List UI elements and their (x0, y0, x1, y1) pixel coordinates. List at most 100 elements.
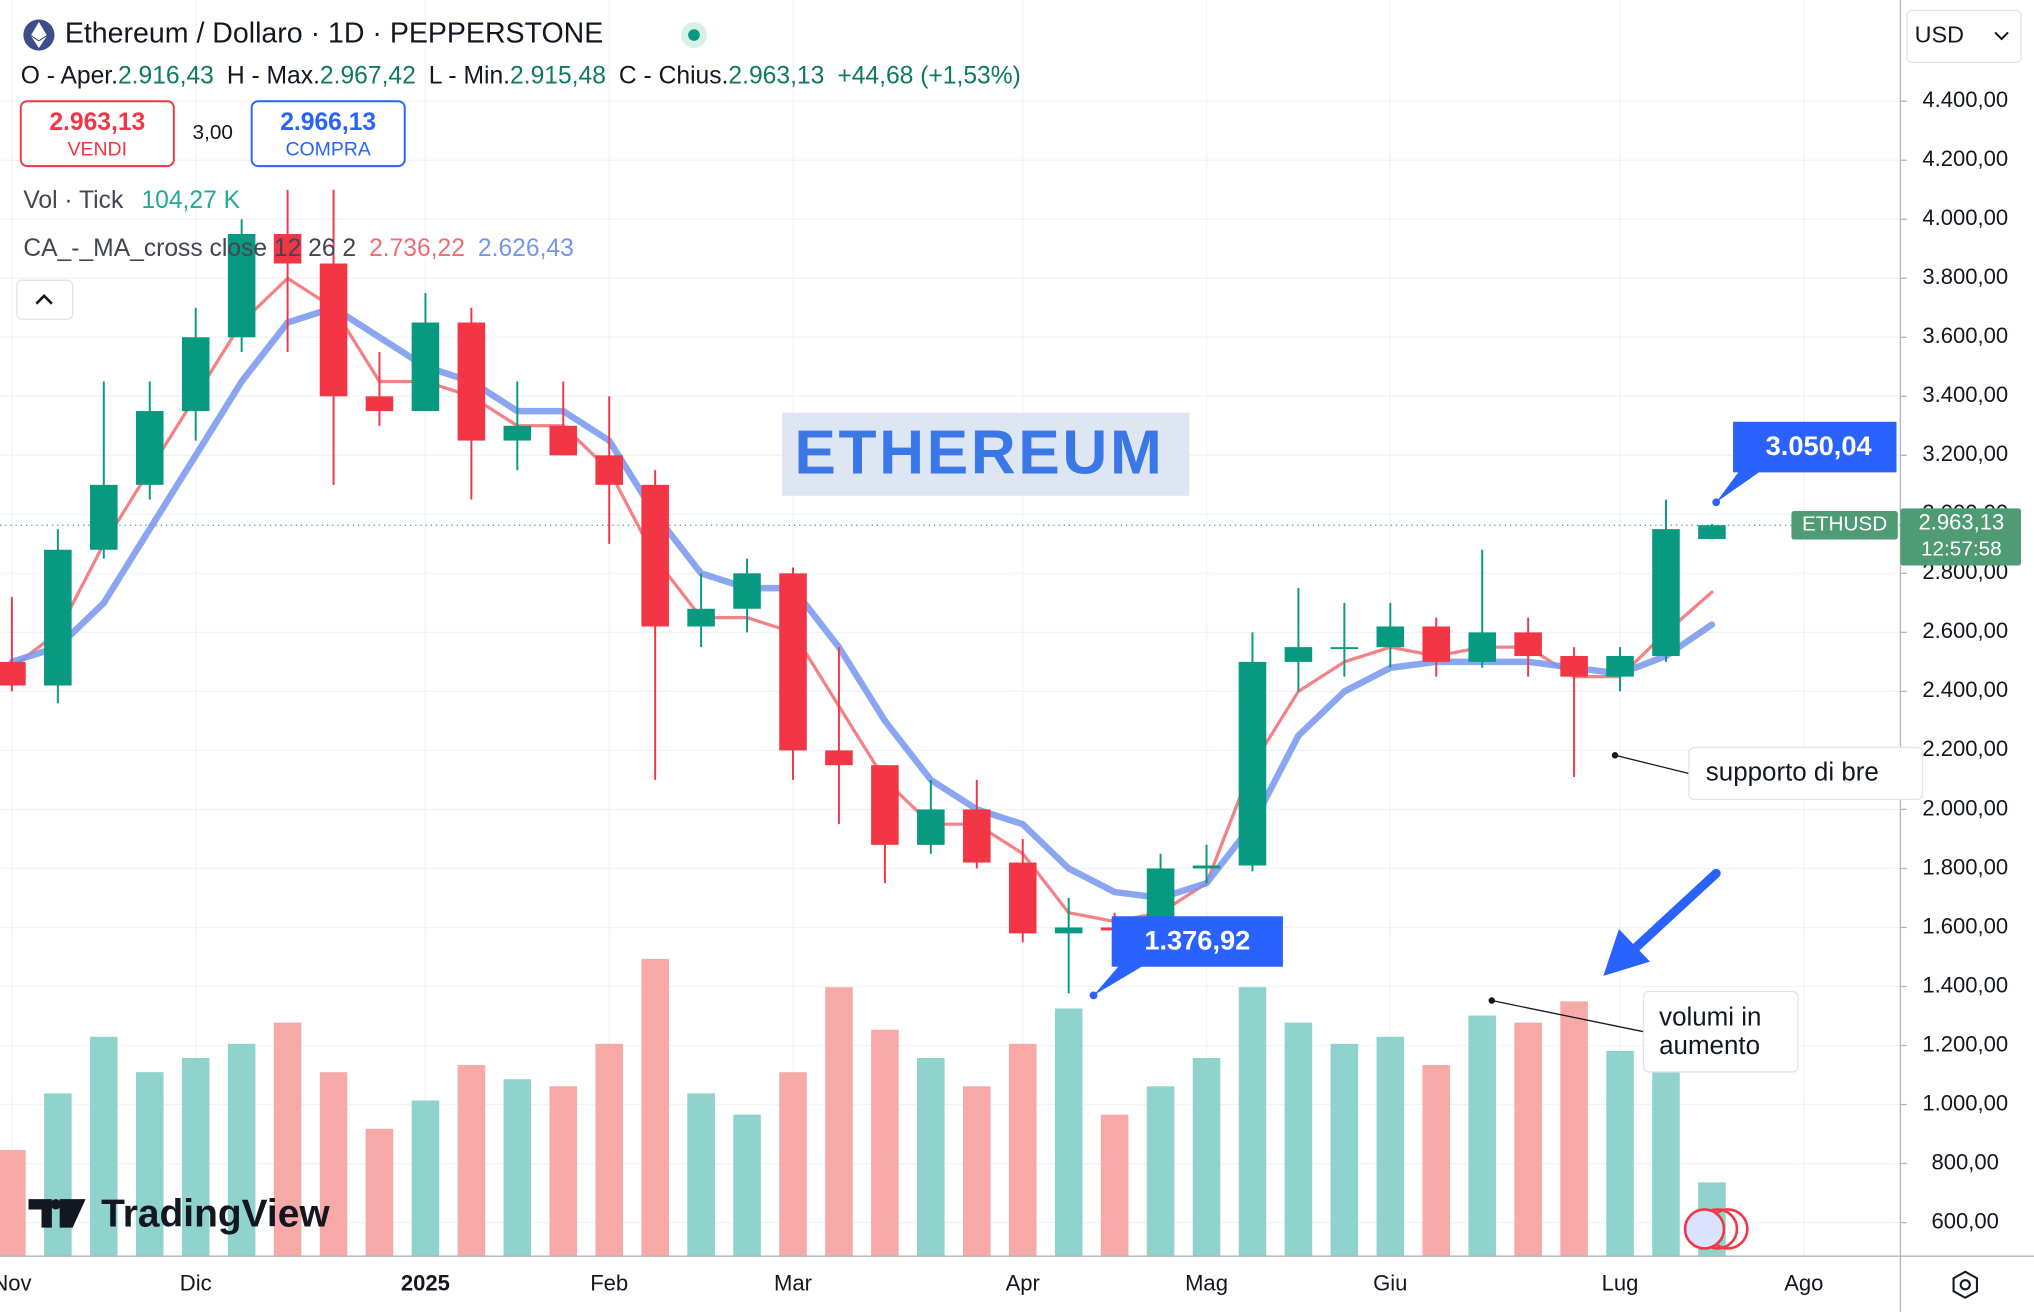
candle-body (1330, 647, 1359, 650)
volume-bar (1468, 1015, 1496, 1257)
x-tick-label: Ago (1784, 1271, 1823, 1296)
x-tick-label: Dic (180, 1271, 212, 1296)
event-flag[interactable] (1683, 1208, 1726, 1250)
y-tick-label: 1.000,00 (1922, 1090, 2008, 1115)
volume-bar (181, 1057, 210, 1257)
market-status-dot (688, 29, 700, 41)
note-text: aumento (1659, 1032, 1760, 1060)
watermark: ETHEREUM (794, 418, 1164, 487)
volume-bar (1376, 1036, 1405, 1257)
volume-bar (365, 1128, 394, 1257)
currency-chevron[interactable] (1994, 31, 2009, 41)
last-price-label: 2.963,13 (1918, 510, 2004, 535)
volume-bar (319, 1072, 348, 1257)
volume-bar (1146, 1086, 1175, 1257)
candle-body (733, 573, 761, 609)
collapse-icon[interactable] (35, 294, 53, 305)
candle-body (1606, 655, 1634, 677)
note-point (1488, 997, 1496, 1004)
y-tick-label: 4.000,00 (1922, 205, 2008, 230)
x-tick-label: Lug (1602, 1271, 1639, 1296)
candle-body (273, 234, 302, 264)
candle-body (963, 809, 991, 863)
ohlc-change: +44,68 (+1,53%) (837, 62, 1021, 89)
sell-button-box[interactable] (19, 100, 175, 168)
callout-box (1716, 421, 1897, 503)
y-tick-label: 800,00 (1932, 1149, 1999, 1174)
events-icon[interactable] (1683, 1208, 1749, 1250)
buy-price[interactable]: 2.966,13 (280, 109, 376, 136)
y-tick-label: 4.400,00 (1922, 87, 2008, 112)
currency-selector[interactable] (1906, 9, 2022, 63)
buy-button-box[interactable] (250, 100, 406, 168)
candle-body (503, 425, 532, 441)
volume-bar (411, 1100, 440, 1257)
y-tick-label: 4.200,00 (1922, 146, 2008, 171)
buy-label[interactable]: COMPRA (286, 139, 371, 161)
candle-body (411, 322, 440, 412)
candle-body (641, 484, 669, 627)
callout-box (1093, 916, 1283, 996)
ohlc-label: C - Chius. (619, 62, 729, 89)
candle-body (1422, 626, 1451, 662)
candle-body (227, 234, 256, 338)
volume-bar (825, 987, 853, 1257)
note-box (1642, 990, 1799, 1073)
volume-bar (595, 1043, 623, 1257)
ohlc-value: 2.963,13 (728, 62, 824, 89)
currency[interactable]: USD (1915, 22, 1964, 48)
candle-body (1008, 862, 1037, 934)
ohlc-value: 2.915,48 (510, 62, 606, 89)
volume-bar (1330, 1043, 1359, 1257)
note-text: volumi in (1659, 1004, 1761, 1032)
volume-bar (503, 1079, 532, 1257)
ma-label: CA_-_MA_cross close 12 26 2 (23, 235, 356, 262)
sell-button[interactable]: 2.963,13 VENDI (19, 100, 175, 168)
candle-body (1054, 927, 1083, 934)
ohlc-label: H - Max. (227, 62, 320, 89)
y-tick-label: 2.200,00 (1922, 736, 2008, 761)
y-tick-label: 2.400,00 (1922, 677, 2008, 702)
callout-point (1712, 498, 1721, 507)
ohlc-label: L - Min. (429, 62, 510, 89)
sell-label[interactable]: VENDI (68, 139, 127, 161)
settings-icon-center[interactable] (1959, 1279, 1971, 1291)
ohlc-value: 2.916,43 (118, 62, 214, 89)
symbol-icon-mark (31, 22, 47, 49)
candle-body (44, 549, 72, 686)
settings-icon[interactable] (1952, 1270, 1978, 1299)
candle-body (595, 455, 623, 485)
buy-button[interactable]: 2.966,13 COMPRA (250, 100, 406, 168)
x-tick-label: Nov (0, 1271, 32, 1296)
y-tick-label: 2.600,00 (1922, 618, 2008, 643)
annotations: 3.050,04 1.376,92 supporto di bre volumi… (1089, 421, 1924, 1073)
countdown: 12:57:58 (1921, 537, 2002, 560)
candle-body (1284, 647, 1313, 662)
candle-body (1376, 626, 1405, 648)
candle-body (687, 608, 715, 627)
sell-price[interactable]: 2.963,13 (49, 109, 145, 136)
volume-bar (549, 1086, 578, 1257)
volume-legend: Vol · Tick 104,27 K (23, 187, 240, 214)
y-tick-label: 3.600,00 (1922, 323, 2008, 348)
candle-body (135, 411, 164, 485)
moving-average-line (8, 304, 1716, 902)
candle-body (1514, 632, 1542, 656)
volume-bar (273, 1022, 302, 1257)
x-tick-label: Mag (1185, 1271, 1228, 1296)
volume-bar (1284, 1022, 1313, 1257)
ma-legend: CA_-_MA_cross close 12 26 2 2.736,22 2.626… (23, 235, 573, 262)
note-pointer (1491, 999, 1644, 1033)
ma-value: 2.626,43 (478, 235, 574, 262)
volume-bar (1054, 1008, 1083, 1257)
y-tick-label: 1.800,00 (1922, 854, 2008, 879)
x-tick-label: Feb (590, 1271, 628, 1296)
collapse-button[interactable] (16, 279, 74, 320)
y-tick-label: 600,00 (1932, 1208, 1999, 1233)
candle-body (1560, 655, 1588, 677)
callout-point (1089, 991, 1098, 1000)
candle-body (1698, 525, 1726, 540)
volume-bar (1008, 1043, 1037, 1257)
y-tick-label: 3.800,00 (1922, 264, 2008, 289)
